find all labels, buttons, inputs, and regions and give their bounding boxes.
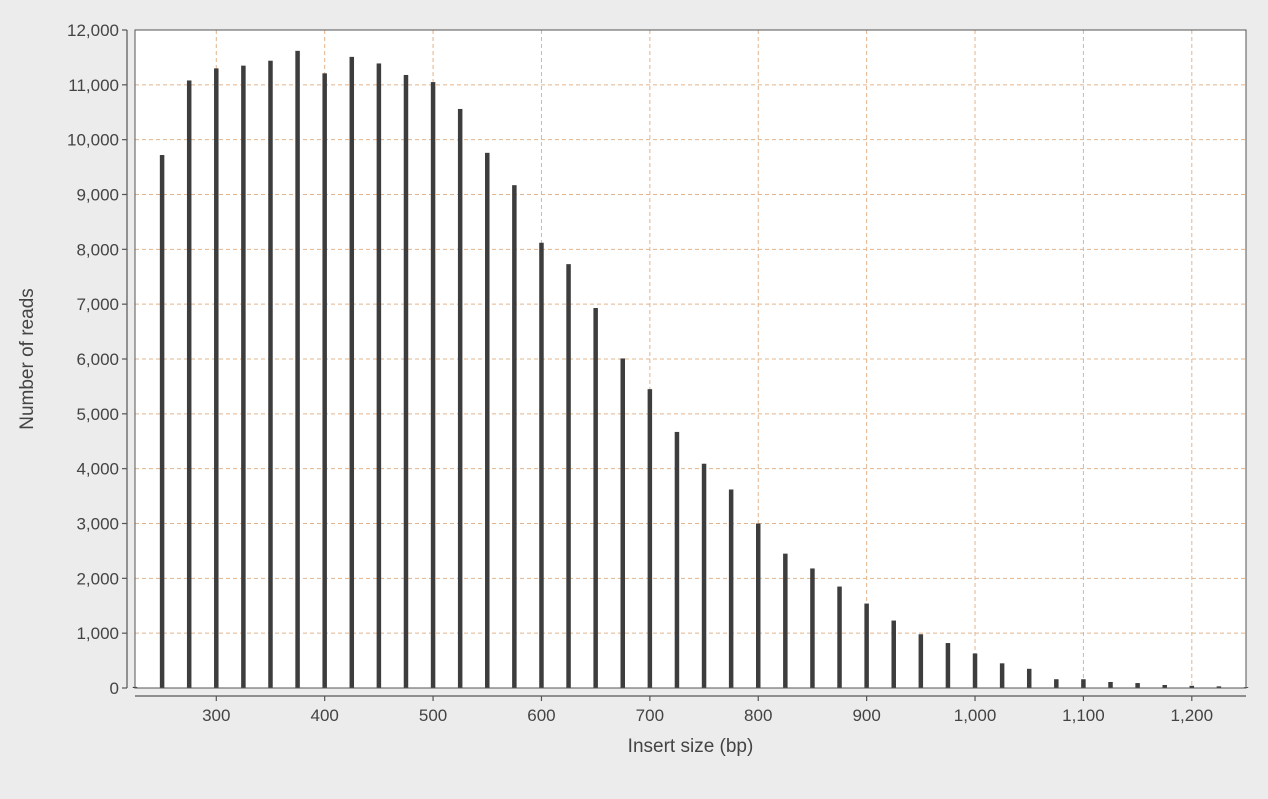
bar: [945, 643, 951, 688]
bar: [891, 620, 896, 688]
y-tick-label: 11,000: [68, 76, 119, 95]
bar: [999, 663, 1005, 688]
bar: [701, 463, 707, 688]
bar: [1108, 681, 1113, 688]
bar: [186, 80, 192, 689]
bar: [783, 553, 788, 688]
bar: [593, 308, 598, 688]
x-tick-label: 300: [202, 706, 230, 725]
bar: [268, 60, 273, 688]
y-tick-label: 4,000: [76, 460, 119, 479]
bar: [837, 586, 842, 688]
bar: [295, 50, 300, 688]
bar: [1189, 685, 1195, 688]
bar: [1054, 679, 1059, 688]
x-axis: 300 400 500 600 700 800 900 1,000 1,100 1,200: [135, 695, 1246, 725]
y-tick-label: 3,000: [76, 515, 119, 534]
bar: [864, 603, 869, 688]
x-tick-label: 600: [527, 706, 555, 725]
x-tick-label: 1,000: [954, 706, 997, 725]
x-tick-label: 1,200: [1171, 706, 1214, 725]
x-axis-title: Insert size (bp): [628, 736, 754, 757]
y-tick-label: 7,000: [76, 295, 119, 314]
x-tick-label: 500: [419, 706, 447, 725]
bar: [403, 74, 409, 689]
bar: [322, 73, 327, 688]
bar: [620, 358, 626, 688]
y-tick-label: 5,000: [76, 405, 119, 424]
bar: [566, 264, 571, 688]
x-tick-label: 800: [744, 706, 772, 725]
x-tick-label: 700: [636, 706, 664, 725]
plot-frame: [134, 29, 1247, 689]
y-tick-label: 8,000: [76, 240, 119, 259]
bar: [539, 242, 544, 688]
bar: [430, 82, 436, 688]
bar: [241, 65, 246, 689]
bar: [376, 63, 382, 688]
y-tick-label: 2,000: [76, 569, 119, 588]
bar: [1135, 683, 1140, 688]
bar: [1026, 668, 1032, 688]
bar: [728, 489, 734, 688]
x-tick-label: 400: [310, 706, 338, 725]
bar: [1162, 684, 1167, 688]
bar: [349, 56, 355, 688]
bar: [214, 68, 219, 689]
x-tick-label: 900: [852, 706, 880, 725]
bar: [512, 185, 517, 688]
y-axis-title: Number of reads: [17, 288, 38, 430]
y-tick-label: 0: [110, 679, 119, 698]
y-tick-label: 12,000: [67, 21, 119, 40]
bar: [1216, 686, 1222, 688]
y-tick-label: 1,000: [76, 624, 119, 643]
y-tick-label: 6,000: [76, 350, 119, 369]
bar: [1081, 679, 1086, 688]
y-tick-label: 10,000: [67, 131, 119, 150]
x-tick-label: 1,100: [1062, 706, 1105, 725]
bar: [972, 653, 978, 688]
y-axis: 0 1,000 2,000 3,000 4,000 5,000 6,000 7,000 8,00…: [67, 21, 128, 698]
bar: [457, 108, 463, 688]
bar: [674, 431, 680, 688]
y-tick-label: 9,000: [76, 186, 119, 205]
bar: [159, 155, 165, 688]
bar: [918, 634, 924, 688]
bars: [132, 50, 1249, 689]
bar: [485, 152, 490, 688]
bar: [810, 568, 815, 688]
bar: [755, 523, 761, 688]
bar: [647, 389, 653, 688]
